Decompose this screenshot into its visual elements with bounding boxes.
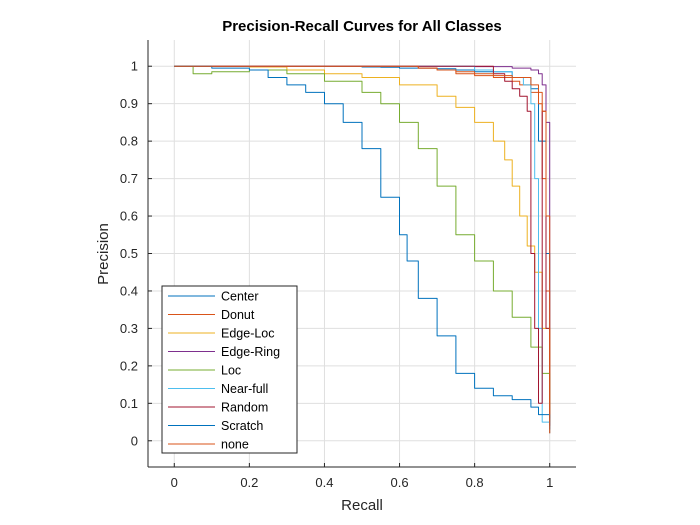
x-ticks: 0 0.2 0.4 0.6 0.8 1 — [171, 463, 553, 490]
series-line-scratch — [174, 65, 551, 430]
y-tick-label: 0.5 — [120, 246, 138, 261]
series-line-random — [174, 65, 551, 426]
legend-items: Center Donut Edge-Loc Edge-Ring Loc Near-full… — [168, 290, 280, 452]
y-tick-label: 0.8 — [120, 134, 138, 149]
legend-label-near-full: Near-full — [221, 382, 268, 396]
y-axis-label: Precision — [95, 223, 112, 285]
legend-label-random: Random — [221, 401, 268, 415]
legend-label-donut: Donut — [221, 308, 255, 322]
x-tick-label: 1 — [546, 475, 553, 490]
x-tick-label: 0.4 — [315, 475, 333, 490]
y-tick-label: 0.7 — [120, 171, 138, 186]
y-tick-label: 0.6 — [120, 209, 138, 224]
x-tick-label: 0.2 — [240, 475, 258, 490]
legend-label-edge-ring: Edge-Ring — [221, 345, 280, 359]
legend-label-none: none — [221, 438, 249, 452]
legend-label-center: Center — [221, 290, 259, 304]
y-tick-label: 0.4 — [120, 283, 138, 298]
chart-title: Precision-Recall Curves for All Classes — [222, 18, 502, 35]
y-tick-label: 0 — [131, 433, 138, 448]
x-tick-label: 0.6 — [391, 475, 409, 490]
series-layer — [174, 65, 551, 434]
series-line-edge-loc — [174, 65, 551, 411]
y-tick-label: 0.2 — [120, 358, 138, 373]
x-axis-label: Recall — [341, 497, 383, 514]
y-tick-label: 1 — [131, 59, 138, 74]
series-line-loc — [174, 65, 551, 423]
x-tick-label: 0.8 — [466, 475, 484, 490]
legend-label-scratch: Scratch — [221, 419, 263, 433]
series-line-none — [174, 65, 551, 434]
legend-label-loc: Loc — [221, 364, 241, 378]
y-tick-label: 0.3 — [120, 321, 138, 336]
x-tick-label: 0 — [171, 475, 178, 490]
y-tick-label: 0.9 — [120, 96, 138, 111]
legend: Center Donut Edge-Loc Edge-Ring Loc Near-full… — [161, 285, 298, 454]
y-tick-label: 0.1 — [120, 396, 138, 411]
y-ticks: 0 0.1 0.2 0.3 0.4 0.5 0.6 0.7 0.8 0.9 1 — [120, 59, 152, 448]
legend-label-edge-loc: Edge-Loc — [221, 327, 275, 341]
